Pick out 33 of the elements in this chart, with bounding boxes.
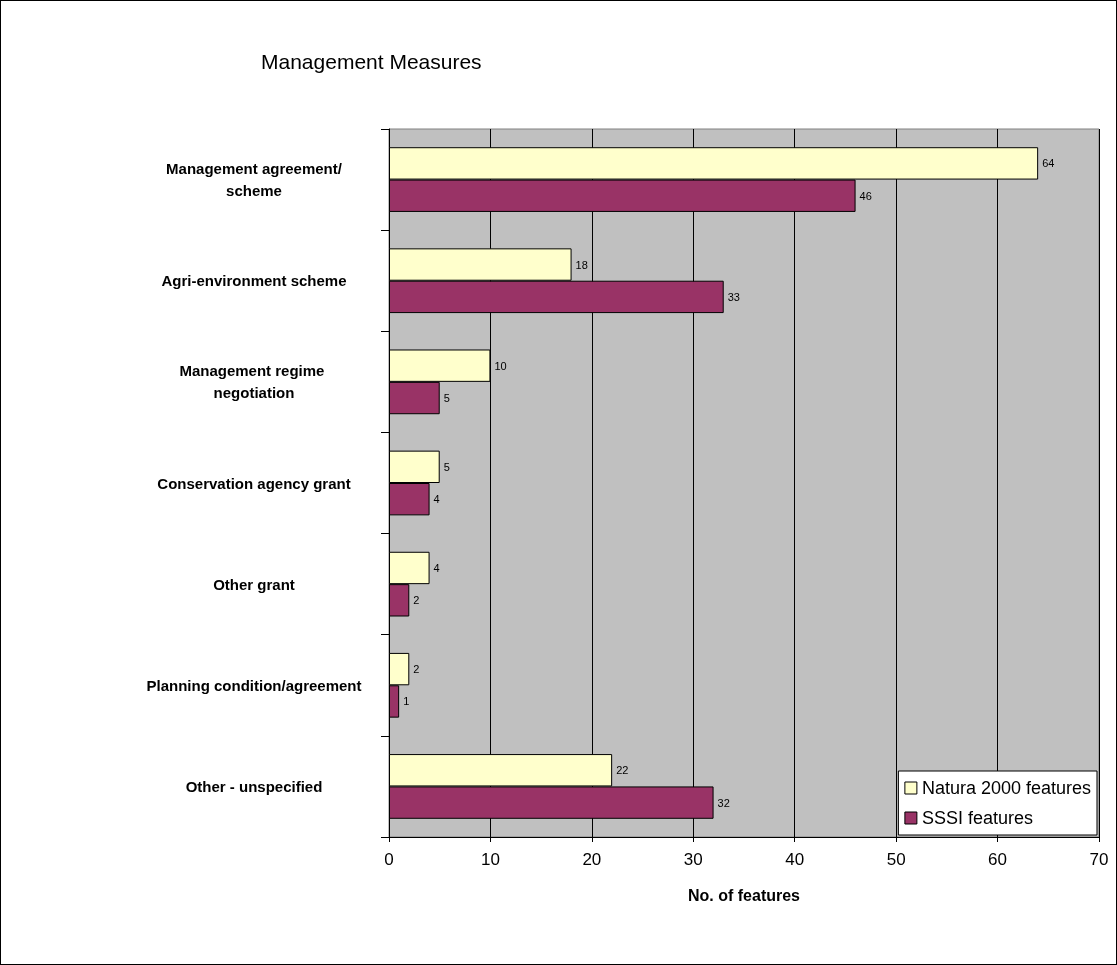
data-label: 33: [727, 290, 740, 303]
x-tick-label: 20: [582, 850, 602, 869]
data-label: 5: [443, 392, 450, 405]
x-tick-label: 60: [988, 850, 1008, 869]
y-tick-label: Conservation agency grant: [157, 474, 351, 492]
chart-title: Management Measures: [261, 50, 482, 73]
data-label: 5: [443, 460, 450, 473]
data-label: 10: [494, 359, 507, 372]
data-label: 18: [575, 258, 588, 271]
data-label: 1: [403, 695, 410, 708]
x-tick-label: 70: [1089, 850, 1109, 869]
y-tick-label: Other grant: [213, 575, 295, 593]
y-tick-label: Agri-environment scheme: [161, 272, 347, 290]
x-tick-label: 30: [683, 850, 703, 869]
data-label: 64: [1042, 157, 1055, 170]
data-label: 22: [616, 764, 629, 777]
data-label: 2: [413, 663, 420, 676]
y-tick-label: Management agreement/scheme: [166, 160, 343, 200]
x-tick-label: 50: [886, 850, 906, 869]
x-axis-title: No. of features: [687, 886, 801, 904]
data-label: 4: [433, 493, 440, 506]
data-label: 32: [717, 796, 730, 809]
legend-label: Natura 2000 features: [921, 778, 1092, 798]
data-label: 2: [413, 594, 420, 607]
x-tick-label: 10: [480, 850, 500, 869]
y-tick-label: Planning condition/agreement: [146, 676, 362, 694]
y-tick-label: Other - unspecified: [185, 777, 323, 795]
legend-label: SSSI features: [921, 808, 1033, 828]
x-tick-label: 0: [384, 850, 394, 869]
y-tick-label: Management regime negotiation: [179, 362, 329, 402]
x-tick-label: 40: [785, 850, 805, 869]
data-label: 4: [433, 561, 440, 574]
data-label: 46: [859, 189, 872, 202]
